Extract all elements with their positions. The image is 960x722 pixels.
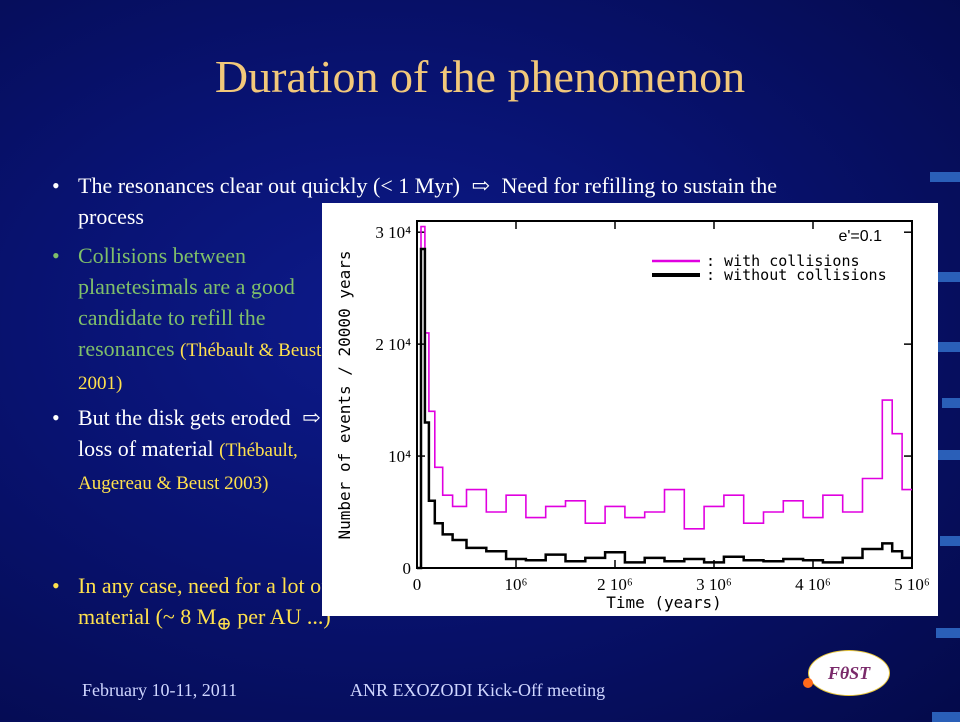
x-tick-label: 5 10⁶: [894, 575, 930, 594]
earth-symbol-icon: ⊕: [216, 613, 232, 634]
series-line-without-collisions: [417, 247, 912, 570]
logo-text: FθST: [827, 663, 871, 683]
x-tick-label: 4 10⁶: [795, 575, 831, 594]
y-tick-label: 0: [403, 559, 412, 578]
events-chart: 0 10⁶ 2 10⁶ 3 10⁶ 4 10⁶ 5 10⁶ 0 10⁴ 2 10⁴ 3 10⁴ e…: [335, 220, 930, 612]
bullet-text: The resonances clear out quickly (< 1 My…: [78, 173, 460, 198]
footer-date: February 10-11, 2011: [82, 680, 238, 700]
figure-panel: 0 10⁶ 2 10⁶ 3 10⁶ 4 10⁶ 5 10⁶ 0 10⁴ 2 10⁴ 3 10⁴ e…: [322, 203, 938, 616]
bullet-dot: •: [52, 173, 60, 198]
bullet-text-after: loss of material: [78, 436, 214, 461]
bullet-dot: •: [52, 405, 60, 430]
plot-frame: [416, 220, 913, 569]
bullet-lot-of-material: • In any case, need for a lot of materia…: [52, 570, 338, 639]
x-tick-label: 2 10⁶: [597, 575, 633, 594]
y-tick-label: 10⁴: [388, 447, 411, 466]
legend-label-with-collisions: : with collisions: [706, 252, 860, 270]
bullet-disk-eroded: • But the disk gets eroded ⇨ loss of mat…: [52, 402, 338, 499]
x-tick-label: 0: [413, 575, 422, 594]
y-tick-label: 2 10⁴: [375, 335, 411, 354]
comet-icon: [803, 678, 813, 688]
arrow-icon: ⇨: [302, 405, 321, 430]
bullet-dot: •: [52, 573, 60, 598]
x-tick-label: 3 10⁶: [696, 575, 732, 594]
footer-meeting: ANR EXOZODI Kick-Off meeting: [350, 680, 606, 700]
y-axis-label: Number of events / 20000 years: [335, 251, 354, 540]
fost-logo: FθST: [803, 650, 890, 696]
slide-title: Duration of the phenomenon: [214, 51, 746, 102]
bullet-text: Collisions between planetesimals are a g…: [78, 243, 295, 361]
bullet-citation: (Thébault & Beust 2001): [78, 340, 322, 394]
bullet-resonances-clear: • The resonances clear out quickly (< 1 …: [52, 170, 848, 232]
y-tick-label: 3 10⁴: [375, 223, 411, 242]
bullet-text: But the disk gets eroded: [78, 405, 291, 430]
chart-annotation: e'=0.1: [838, 228, 882, 245]
bullet-citation: (Thébault, Augereau & Beust 2003): [78, 440, 298, 494]
arrow-icon: ⇨: [471, 173, 490, 198]
bullet-text-after: per AU ...): [231, 604, 331, 629]
bullet-collisions-refill: • Collisions between planetesimals are a…: [52, 240, 328, 399]
legend-label-without-collisions: : without collisions: [706, 266, 887, 284]
bullet-text: In any case, need for a lot of material …: [78, 573, 329, 629]
x-tick-label: 10⁶: [505, 575, 528, 594]
x-axis-label: Time (years): [606, 593, 722, 612]
series-line-with-collisions: [417, 225, 912, 569]
bullet-dot: •: [52, 243, 60, 268]
bullet-text-after: Need for refilling to sustain the proces…: [78, 173, 777, 229]
